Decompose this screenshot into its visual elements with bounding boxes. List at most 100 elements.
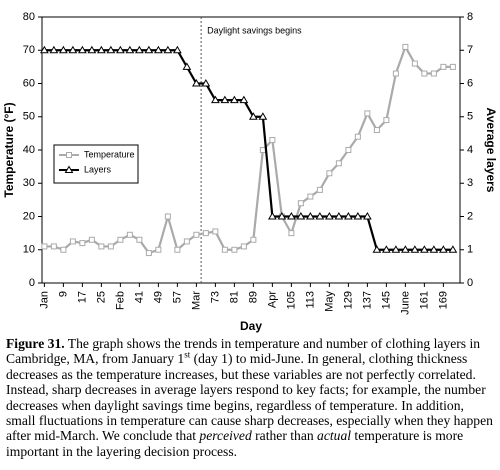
point <box>240 243 247 250</box>
x-tick-label: 137 <box>361 291 373 309</box>
point <box>391 245 401 253</box>
point <box>40 45 49 54</box>
y-tick-label: 50 <box>23 111 35 123</box>
x-tick-label: 9 <box>57 291 69 297</box>
x-tick-label: 129 <box>342 291 354 309</box>
x-tick-label: 57 <box>171 291 183 303</box>
point <box>117 236 124 243</box>
point <box>202 230 209 237</box>
y2-tick-label: 7 <box>467 44 473 56</box>
x-tick-label: Apr <box>266 291 278 308</box>
point <box>174 246 181 253</box>
point <box>144 45 154 54</box>
y2-tick-label: 0 <box>467 277 473 289</box>
point <box>325 212 334 220</box>
y-tick-label: 10 <box>23 244 35 256</box>
caption: Figure 31. The graph shows the trends in… <box>6 336 494 459</box>
point <box>392 70 399 77</box>
point <box>307 193 314 200</box>
point <box>269 137 276 144</box>
point <box>68 45 78 54</box>
legend-label: Temperature <box>84 149 135 159</box>
point <box>98 243 105 250</box>
point <box>211 95 220 104</box>
y2-tick-label: 4 <box>467 144 473 156</box>
x-tick-label: 105 <box>285 291 297 309</box>
caption-text: The graph shows the trends in temperatur… <box>6 336 481 367</box>
point <box>429 245 439 253</box>
caption-text: (day 1) to mid-June. In general, clothin… <box>6 351 493 444</box>
point <box>421 70 428 77</box>
legend-label: Layers <box>84 164 112 174</box>
y-tick-label: 80 <box>23 11 35 23</box>
x-tick-label: 161 <box>418 291 430 309</box>
y-tick-label: 60 <box>23 77 35 89</box>
point <box>345 147 352 153</box>
y-axis-label: Temperature (°F) <box>2 102 16 197</box>
legend-marker <box>66 152 72 158</box>
y-tick-label: 30 <box>23 177 35 189</box>
point <box>402 43 409 50</box>
point <box>382 245 391 253</box>
point <box>373 127 380 134</box>
legend-box <box>53 144 139 184</box>
point <box>59 45 68 54</box>
y2-tick-label: 8 <box>467 11 473 23</box>
point <box>78 45 87 54</box>
point <box>79 240 86 247</box>
point <box>87 45 97 54</box>
point <box>97 45 106 54</box>
x-tick-label: 81 <box>228 291 240 303</box>
point <box>164 213 171 220</box>
point <box>296 212 306 220</box>
point <box>364 110 371 117</box>
point <box>50 243 57 250</box>
point <box>136 236 143 243</box>
legend-marker <box>64 165 74 173</box>
x-tick-label: May <box>323 291 335 312</box>
point <box>41 243 48 250</box>
x-tick-label: 41 <box>133 291 145 303</box>
caption-text: temperature is more important in the lay… <box>6 428 464 459</box>
point <box>163 45 173 54</box>
x-tick-label: 169 <box>437 291 449 309</box>
point <box>306 212 315 220</box>
x-tick-label: 73 <box>209 291 221 303</box>
y2-tick-label: 1 <box>467 244 473 256</box>
y-tick-label: 0 <box>29 277 35 289</box>
point <box>410 245 420 253</box>
point <box>334 212 344 220</box>
point <box>353 212 363 220</box>
point <box>401 245 410 253</box>
x-tick-label: 145 <box>380 291 392 309</box>
point <box>183 238 190 245</box>
x-tick-label: 89 <box>247 291 259 303</box>
point <box>277 212 287 220</box>
y-tick-label: 70 <box>23 44 35 56</box>
point <box>288 230 295 237</box>
point <box>440 63 447 70</box>
y-tick-label: 20 <box>23 210 35 222</box>
x-tick-label: 17 <box>76 291 88 303</box>
point <box>383 117 390 124</box>
point <box>230 95 239 104</box>
point <box>125 45 135 54</box>
point <box>335 160 342 167</box>
point <box>258 112 268 120</box>
point <box>268 212 277 220</box>
y-tick-label: 40 <box>23 144 35 156</box>
point <box>420 245 429 253</box>
point <box>411 60 418 67</box>
point <box>212 228 219 235</box>
caption-emphasis: perceived <box>199 428 252 444</box>
x-tick-label: Feb <box>114 291 126 310</box>
point <box>231 246 238 253</box>
y2-tick-label: 3 <box>467 177 473 189</box>
y2-tick-label: 5 <box>467 111 473 123</box>
x-tick-label: 49 <box>152 291 164 303</box>
point <box>154 45 163 54</box>
point <box>372 245 382 253</box>
point <box>182 62 192 70</box>
point <box>135 45 144 54</box>
